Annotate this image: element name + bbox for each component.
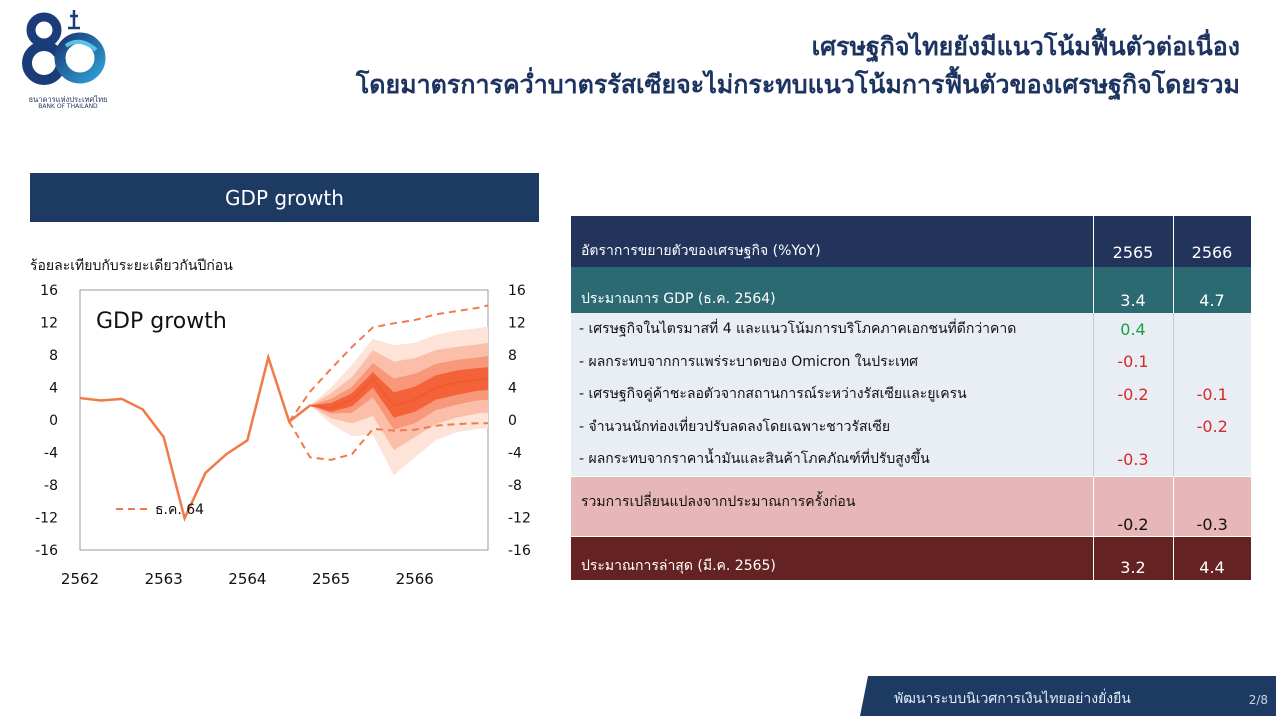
previous-forecast-upper-line: [288, 304, 489, 423]
total-change-2566: -0.3: [1172, 475, 1251, 536]
row-value-2565: -0.2: [1092, 378, 1173, 411]
latest-forecast-row: ประมาณการล่าสุด (มี.ค. 2565) 3.2 4.4: [571, 535, 1252, 580]
table-header-2566: 2566: [1173, 216, 1252, 267]
gdp-actual-line: [79, 352, 311, 523]
y-tick-right: -12: [508, 511, 531, 527]
row-value-2565: 0.4: [1092, 313, 1173, 346]
table-row: - เศรษฐกิจคู่ค้าชะลอตัวจากสถานการณ์ระหว่…: [571, 378, 1251, 411]
logo-english-name: BANK OF THAILAND: [38, 103, 98, 110]
table-row: - ผลกระทบจากการแพร่ระบาดของ Omicron ในปร…: [571, 345, 1251, 378]
page-number: 2/8: [1248, 693, 1268, 707]
gdp-forecast-row: ประมาณการ GDP (ธ.ค. 2564) 3.4 4.7: [571, 267, 1252, 313]
page-title: เศรษฐกิจไทยยังมีแนวโน้มฟื้นตัวต่อเนื่อง …: [356, 28, 1240, 104]
table-row: - จำนวนนักท่องเที่ยวปรับลดลงโดยเฉพาะชาวร…: [571, 410, 1251, 443]
latest-forecast-2565: 3.2: [1093, 535, 1174, 580]
row-label: - เศรษฐกิจคู่ค้าชะลอตัวจากสถานการณ์ระหว่…: [571, 378, 1093, 411]
y-tick-right: -8: [508, 478, 522, 494]
previous-forecast-lower-line: [288, 421, 488, 461]
row-label: - เศรษฐกิจในไตรมาสที่ 4 และแนวโน้มการบริ…: [571, 313, 1093, 346]
row-value-2565: -0.1: [1092, 345, 1173, 378]
latest-forecast-label: ประมาณการล่าสุด (มี.ค. 2565): [571, 535, 1094, 580]
y-tick-right: -4: [508, 446, 522, 462]
gdp-growth-chart: ร้อยละเทียบกับระยะเดียวกันปีก่อน 16 16 12 12…: [30, 258, 531, 588]
total-change-row: รวมการเปลี่ยนแปลงจากประมาณการครั้งก่อน -…: [571, 475, 1251, 536]
y-tick-right: 16: [508, 283, 526, 299]
title-line-2: โดยมาตรการคว่ำบาตรรัสเซียจะไม่กระทบแนวโน…: [355, 70, 1240, 99]
row-label: - ผลกระทบจากการแพร่ระบาดของ Omicron ในปร…: [571, 345, 1093, 378]
y-tick-left: -16: [35, 543, 58, 559]
chart-title: GDP growth: [96, 309, 227, 334]
gdp-forecast-label: ประมาณการ GDP (ธ.ค. 2564): [571, 267, 1094, 313]
logo-thai-name: ธนาคารแห่งประเทศไทย: [28, 95, 108, 104]
gdp-revision-table: อัตราการขยายตัวของเศรษฐกิจ (%YoY) 2565 2…: [571, 216, 1252, 580]
gdp-forecast-2565: 3.4: [1093, 267, 1174, 313]
total-change-label: รวมการเปลี่ยนแปลงจากประมาณการครั้งก่อน: [571, 475, 1093, 536]
y-tick-right: 8: [508, 348, 517, 364]
table-header-2565: 2565: [1093, 216, 1174, 267]
bot-logo: ธนาคารแห่งประเทศไทย BANK OF THAILAND: [22, 6, 114, 110]
y-tick-left: 12: [40, 316, 58, 332]
row-value-2565: -0.3: [1092, 443, 1173, 476]
x-tick-label: 2562: [61, 570, 99, 588]
table-header-label: อัตราการขยายตัวของเศรษฐกิจ (%YoY): [571, 216, 1094, 267]
y-axis-label: ร้อยละเทียบกับระยะเดียวกันปีก่อน: [30, 258, 233, 274]
row-value-2566: -0.2: [1172, 410, 1251, 443]
y-tick-left: 4: [49, 381, 58, 397]
table-header-row: อัตราการขยายตัวของเศรษฐกิจ (%YoY) 2565 2…: [571, 216, 1252, 267]
y-tick-left: -12: [35, 511, 58, 527]
y-tick-left: 0: [49, 413, 58, 429]
title-line-1: เศรษฐกิจไทยยังมีแนวโน้มฟื้นตัวต่อเนื่อง: [811, 32, 1240, 61]
row-value-2566: [1172, 345, 1251, 378]
footer-slogan: พัฒนาระบบนิเวศการเงินไทยอย่างยั่งยืน: [894, 691, 1131, 707]
y-tick-left: -4: [44, 446, 58, 462]
table-row: - ผลกระทบจากราคาน้ำมันและสินค้าโภคภัณฑ์ท…: [571, 443, 1251, 476]
y-tick-left: 16: [40, 283, 58, 299]
row-value-2566: [1172, 443, 1251, 476]
latest-forecast-2566: 4.4: [1173, 535, 1252, 580]
y-tick-left: 8: [49, 348, 58, 364]
row-value-2565: [1092, 410, 1173, 443]
y-tick-right: 12: [508, 316, 526, 332]
table-row: - เศรษฐกิจในไตรมาสที่ 4 และแนวโน้มการบริ…: [571, 313, 1251, 346]
x-tick-label: 2566: [396, 570, 434, 588]
y-tick-right: 4: [508, 381, 517, 397]
total-change-2565: -0.2: [1092, 475, 1173, 536]
legend-label: ธ.ค. 64: [155, 502, 204, 518]
bot-80-emblem-icon: [22, 10, 106, 85]
fan-band-4: [310, 367, 488, 418]
x-tick-label: 2563: [145, 570, 183, 588]
gdp-forecast-2566: 4.7: [1173, 267, 1252, 313]
y-tick-right: 0: [508, 413, 517, 429]
row-label: - ผลกระทบจากราคาน้ำมันและสินค้าโภคภัณฑ์ท…: [571, 443, 1093, 476]
fan-center-line: [310, 377, 489, 409]
row-label: - จำนวนนักท่องเที่ยวปรับลดลงโดยเฉพาะชาวร…: [571, 410, 1093, 443]
chart-header: GDP growth: [30, 173, 539, 222]
x-tick-label: 2565: [312, 570, 350, 588]
footer-bar: [860, 676, 1276, 716]
row-value-2566: [1172, 313, 1251, 346]
x-tick-label: 2564: [228, 570, 266, 588]
y-tick-left: -8: [44, 478, 58, 494]
y-tick-right: -16: [508, 543, 531, 559]
row-value-2566: -0.1: [1172, 378, 1251, 411]
